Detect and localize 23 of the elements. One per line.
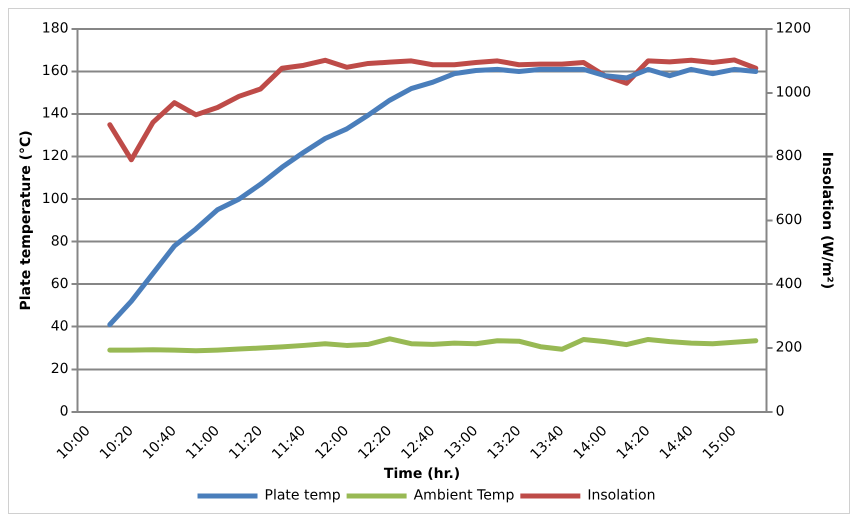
y2-tick-label: 0 [776,403,784,420]
y2-tick-label: 1000 [776,84,812,100]
y2-tick-label: 1200 [776,20,812,37]
legend-label: Plate temp [264,488,341,504]
y-tick-label: 140 [42,106,69,122]
y-tick-label: 180 [42,20,69,37]
y-tick-label: 60 [50,276,69,292]
y2-tick-label: 800 [776,148,802,164]
legend-label: Ambient Temp [414,488,514,504]
y2-tick-label: 200 [776,340,802,356]
y-tick-label: 120 [42,148,69,164]
y2-axis-title: Insolation (W/m²) [818,152,835,290]
y-tick-label: 40 [50,318,69,334]
x-axis-title: Time (hr.) [384,466,460,482]
y2-tick-label: 400 [776,276,802,292]
y2-tick-label: 600 [776,212,802,228]
y-tick-label: 20 [50,360,69,377]
y-tick-label: 80 [50,233,69,250]
y-tick-label: 160 [42,63,69,80]
y-tick-label: 100 [42,190,69,207]
legend-label: Insolation [587,488,656,504]
y-tick-label: 0 [60,403,69,420]
y-axis-title: Plate temperature (°C) [18,130,34,311]
